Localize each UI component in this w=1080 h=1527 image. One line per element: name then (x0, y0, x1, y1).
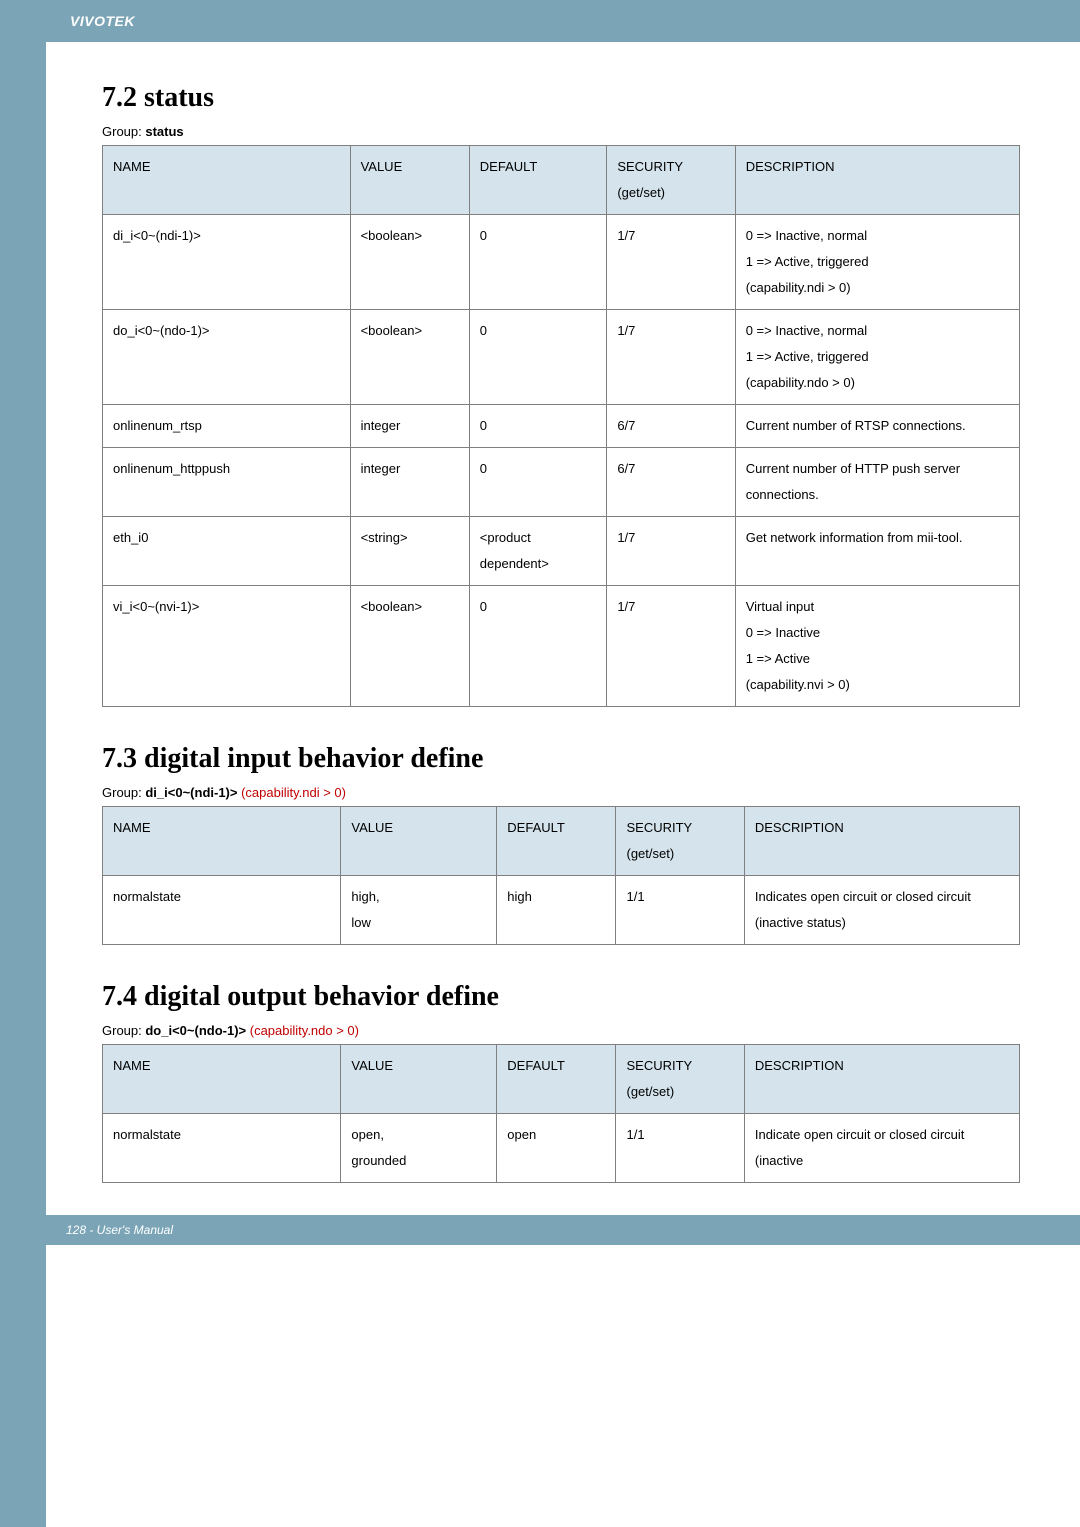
table-row: do_i<0~(ndo-1)><boolean>01/70 => Inactiv… (103, 310, 1020, 405)
cell-security: 1/1 (616, 876, 744, 945)
group-red: (capability.ndo > 0) (246, 1023, 359, 1038)
group-line-di: Group: di_i<0~(ndi-1)> (capability.ndi >… (102, 785, 1020, 800)
cell-description: 0 => Inactive, normal 1 => Active, trigg… (735, 215, 1019, 310)
cell-default: 0 (469, 310, 607, 405)
do-table: NAME VALUE DEFAULT SECURITY(get/set) DES… (102, 1044, 1020, 1183)
section-title-di: 7.3 digital input behavior define (102, 743, 1020, 775)
cell-value: <boolean> (350, 310, 469, 405)
cell-default: <product dependent> (469, 517, 607, 586)
cell-name: normalstate (103, 876, 341, 945)
cell-description: Get network information from mii-tool. (735, 517, 1019, 586)
cell-default: 0 (469, 215, 607, 310)
cell-name: do_i<0~(ndo-1)> (103, 310, 351, 405)
table-row: normalstateopen, groundedopen1/1Indicate… (103, 1114, 1020, 1183)
col-name: NAME (103, 146, 351, 215)
cell-name: onlinenum_rtsp (103, 405, 351, 448)
table-header-row: NAME VALUE DEFAULT SECURITY(get/set) DES… (103, 1045, 1020, 1114)
col-value: VALUE (350, 146, 469, 215)
do-tbody: normalstateopen, groundedopen1/1Indicate… (103, 1114, 1020, 1183)
cell-security: 1/1 (616, 1114, 744, 1183)
cell-default: 0 (469, 586, 607, 707)
cell-name: eth_i0 (103, 517, 351, 586)
cell-value: <boolean> (350, 215, 469, 310)
page-footer: 128 - User's Manual (46, 1215, 1080, 1245)
table-header-row: NAME VALUE DEFAULT SECURITY(get/set) DES… (103, 807, 1020, 876)
page-content: 7.2 status Group: status NAME VALUE DEFA… (46, 42, 1080, 1215)
col-name: NAME (103, 1045, 341, 1114)
col-security: SECURITY(get/set) (607, 146, 735, 215)
di-tbody: normalstatehigh, lowhigh1/1Indicates ope… (103, 876, 1020, 945)
cell-description: 0 => Inactive, normal 1 => Active, trigg… (735, 310, 1019, 405)
col-description: DESCRIPTION (744, 807, 1019, 876)
cell-name: onlinenum_httppush (103, 448, 351, 517)
group-bold: status (145, 124, 183, 139)
sidebar-stripe (0, 0, 46, 1527)
cell-default: open (497, 1114, 616, 1183)
group-prefix: Group: (102, 124, 145, 139)
cell-security: 1/7 (607, 586, 735, 707)
cell-value: open, grounded (341, 1114, 497, 1183)
cell-security: 1/7 (607, 215, 735, 310)
section-title-status: 7.2 status (102, 82, 1020, 114)
cell-default: 0 (469, 405, 607, 448)
cell-security: 6/7 (607, 405, 735, 448)
col-default: DEFAULT (497, 807, 616, 876)
table-row: onlinenum_rtspinteger06/7Current number … (103, 405, 1020, 448)
header-bar: VIVOTEK (46, 0, 1080, 42)
status-table: NAME VALUE DEFAULT SECURITY(get/set) DES… (102, 145, 1020, 707)
cell-name: normalstate (103, 1114, 341, 1183)
group-prefix: Group: (102, 1023, 145, 1038)
table-row: onlinenum_httppushinteger06/7Current num… (103, 448, 1020, 517)
col-name: NAME (103, 807, 341, 876)
cell-value: <string> (350, 517, 469, 586)
cell-description: Indicate open circuit or closed circuit … (744, 1114, 1019, 1183)
cell-value: integer (350, 448, 469, 517)
cell-name: vi_i<0~(nvi-1)> (103, 586, 351, 707)
cell-description: Virtual input 0 => Inactive 1 => Active … (735, 586, 1019, 707)
group-bold: do_i<0~(ndo-1)> (145, 1023, 246, 1038)
brand-label: VIVOTEK (70, 13, 135, 29)
cell-description: Current number of RTSP connections. (735, 405, 1019, 448)
table-row: eth_i0<string><product dependent>1/7Get … (103, 517, 1020, 586)
col-default: DEFAULT (497, 1045, 616, 1114)
cell-security: 1/7 (607, 517, 735, 586)
cell-description: Current number of HTTP push server conne… (735, 448, 1019, 517)
col-description: DESCRIPTION (744, 1045, 1019, 1114)
cell-value: integer (350, 405, 469, 448)
cell-value: high, low (341, 876, 497, 945)
cell-name: di_i<0~(ndi-1)> (103, 215, 351, 310)
group-bold: di_i<0~(ndi-1)> (145, 785, 237, 800)
group-prefix: Group: (102, 785, 145, 800)
table-row: di_i<0~(ndi-1)><boolean>01/70 => Inactiv… (103, 215, 1020, 310)
status-tbody: di_i<0~(ndi-1)><boolean>01/70 => Inactiv… (103, 215, 1020, 707)
group-red: (capability.ndi > 0) (237, 785, 346, 800)
col-security: SECURITY(get/set) (616, 807, 744, 876)
cell-security: 6/7 (607, 448, 735, 517)
col-default: DEFAULT (469, 146, 607, 215)
group-line-status: Group: status (102, 124, 1020, 139)
cell-description: Indicates open circuit or closed circuit… (744, 876, 1019, 945)
di-table: NAME VALUE DEFAULT SECURITY(get/set) DES… (102, 806, 1020, 945)
section-title-do: 7.4 digital output behavior define (102, 981, 1020, 1013)
table-row: vi_i<0~(nvi-1)><boolean>01/7Virtual inpu… (103, 586, 1020, 707)
col-value: VALUE (341, 1045, 497, 1114)
cell-security: 1/7 (607, 310, 735, 405)
table-header-row: NAME VALUE DEFAULT SECURITY(get/set) DES… (103, 146, 1020, 215)
cell-value: <boolean> (350, 586, 469, 707)
group-line-do: Group: do_i<0~(ndo-1)> (capability.ndo >… (102, 1023, 1020, 1038)
footer-text: 128 - User's Manual (66, 1223, 173, 1237)
col-description: DESCRIPTION (735, 146, 1019, 215)
col-value: VALUE (341, 807, 497, 876)
cell-default: high (497, 876, 616, 945)
col-security: SECURITY(get/set) (616, 1045, 744, 1114)
table-row: normalstatehigh, lowhigh1/1Indicates ope… (103, 876, 1020, 945)
cell-default: 0 (469, 448, 607, 517)
